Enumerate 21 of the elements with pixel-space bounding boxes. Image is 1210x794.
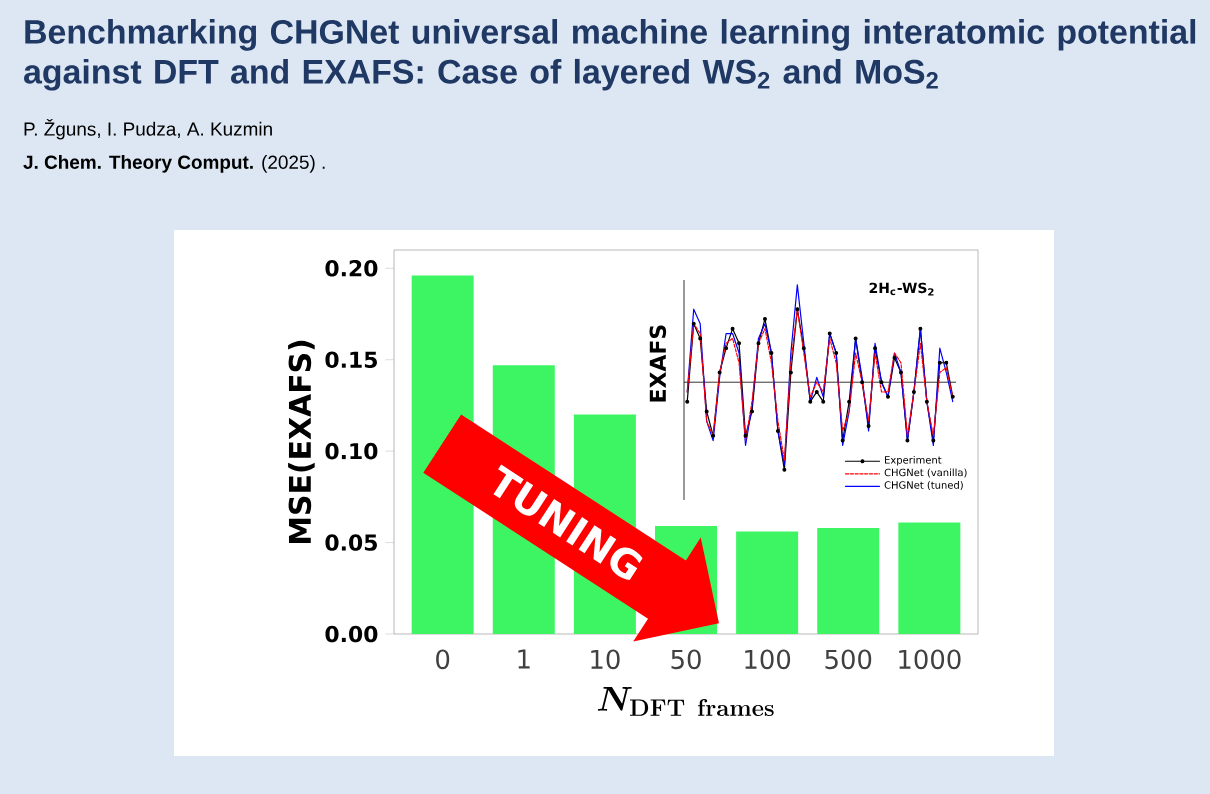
- y-axis-title: MSE(EXAFS): [288, 340, 315, 544]
- bar: [736, 531, 799, 634]
- x-tick-label: 1000: [899, 649, 961, 670]
- x-tick-label: 500: [825, 649, 872, 670]
- x-tick-label: 0: [436, 649, 450, 670]
- y-axis-title: EXAFS: [649, 325, 667, 402]
- y-tick-label: 0.15: [325, 351, 377, 368]
- y-tick-label: 0.10: [325, 442, 378, 460]
- x-tick-label: 10: [591, 649, 620, 670]
- text: J. Chem. Theory Comput. (2025) .: [23, 155, 325, 173]
- bar: [817, 527, 880, 634]
- text: P. Žguns, I. Pudza, A. Kuzmin: [24, 119, 272, 140]
- x-tick-label: 1: [518, 649, 530, 669]
- bar: [898, 522, 961, 634]
- y-tick-label: 0.00: [325, 625, 378, 643]
- x-axis-title: $N_{\mathbf{DFT\ frames}}$: [597, 687, 774, 716]
- y-tick-label: 0.05: [325, 534, 377, 551]
- x-tick-label: 50: [671, 649, 701, 670]
- y-tick-label: 0.20: [325, 260, 378, 277]
- x-tick-label: 100: [745, 649, 791, 670]
- chart-title: Benchmarking CHGNet universal machine learning interatomic potential against DFT and EXAFS: Case of layered WS$_{2}$ and MoS$_{2}$: [24, 19, 1196, 91]
